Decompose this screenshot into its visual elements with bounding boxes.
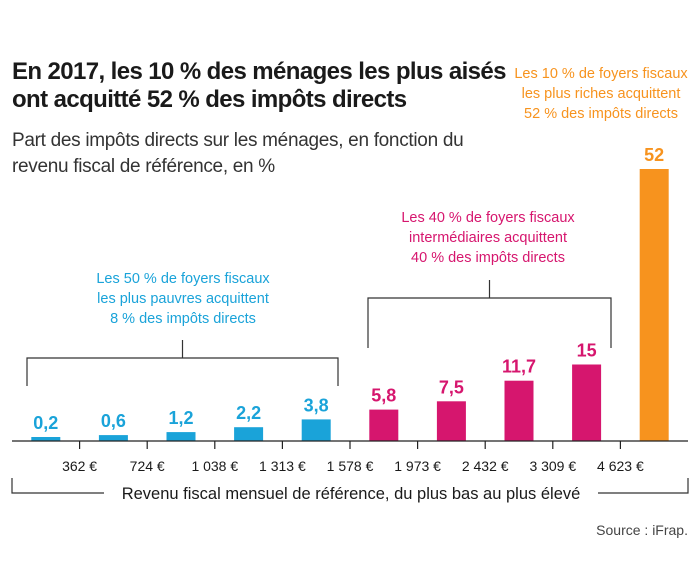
tick-label-1: 362 € <box>62 458 97 474</box>
bar-4 <box>234 427 264 441</box>
value-label-9: 15 <box>577 341 597 361</box>
annotation-richest: Les 10 % de foyers fiscaux les plus riche… <box>514 66 688 122</box>
bar-7 <box>436 401 466 442</box>
value-label-8: 11,7 <box>502 357 536 377</box>
bar-2 <box>98 435 128 441</box>
annotation-middle: Les 40 % de foyers fiscaux intermédiaires… <box>401 210 575 266</box>
chart-title: En 2017, les 10 % des ménages les plus a… <box>12 58 507 113</box>
bracket-poorest <box>26 340 339 386</box>
value-label-10: 52 <box>644 145 664 165</box>
value-label-7: 7,5 <box>439 377 464 397</box>
bars-layer <box>31 169 669 442</box>
x-axis-bracket <box>11 478 689 494</box>
tick-label-8: 3 309 € <box>529 458 576 474</box>
tick-label-3: 1 038 € <box>191 458 238 474</box>
x-axis-label: Revenu fiscal mensuel de référence, du p… <box>122 485 581 503</box>
source-note: Source : iFrap. <box>596 522 688 538</box>
value-label-6: 5,8 <box>371 386 396 406</box>
tick-label-2: 724 € <box>130 458 165 474</box>
value-label-3: 1,2 <box>168 408 193 428</box>
group-brackets-layer <box>26 280 612 386</box>
tick-labels-layer: 362 € 724 € 1 038 € 1 313 € 1 578 € 1 973 € 2 … <box>62 458 644 474</box>
bar-3 <box>166 432 196 441</box>
bar-9 <box>572 364 602 441</box>
annotation-poorest: Les 50 % de foyers fiscaux les plus pauvr… <box>96 271 270 327</box>
bar-1 <box>31 437 61 441</box>
bar-10 <box>639 169 669 441</box>
value-label-5: 3,8 <box>304 395 329 415</box>
tick-marks-layer <box>78 441 622 449</box>
bar-8 <box>504 380 534 441</box>
chart-subtitle: Part des impôts directs sur les ménages,… <box>12 130 464 177</box>
tick-label-7: 2 432 € <box>462 458 509 474</box>
value-labels-layer: 0,2 0,6 1,2 2,2 3,8 5,8 7,5 11,7 15 52 <box>33 145 664 433</box>
group-annotations-layer: Les 50 % de foyers fiscaux les plus pauvr… <box>96 66 688 327</box>
tick-label-6: 1 973 € <box>394 458 441 474</box>
bracket-middle <box>367 280 612 348</box>
value-label-2: 0,6 <box>101 411 126 431</box>
tick-label-4: 1 313 € <box>259 458 306 474</box>
tick-label-5: 1 578 € <box>327 458 374 474</box>
value-label-1: 0,2 <box>33 413 58 433</box>
bar-6 <box>369 409 399 441</box>
bar-5 <box>301 419 331 441</box>
value-label-4: 2,2 <box>236 403 261 423</box>
tick-label-9: 4 623 € <box>597 458 644 474</box>
